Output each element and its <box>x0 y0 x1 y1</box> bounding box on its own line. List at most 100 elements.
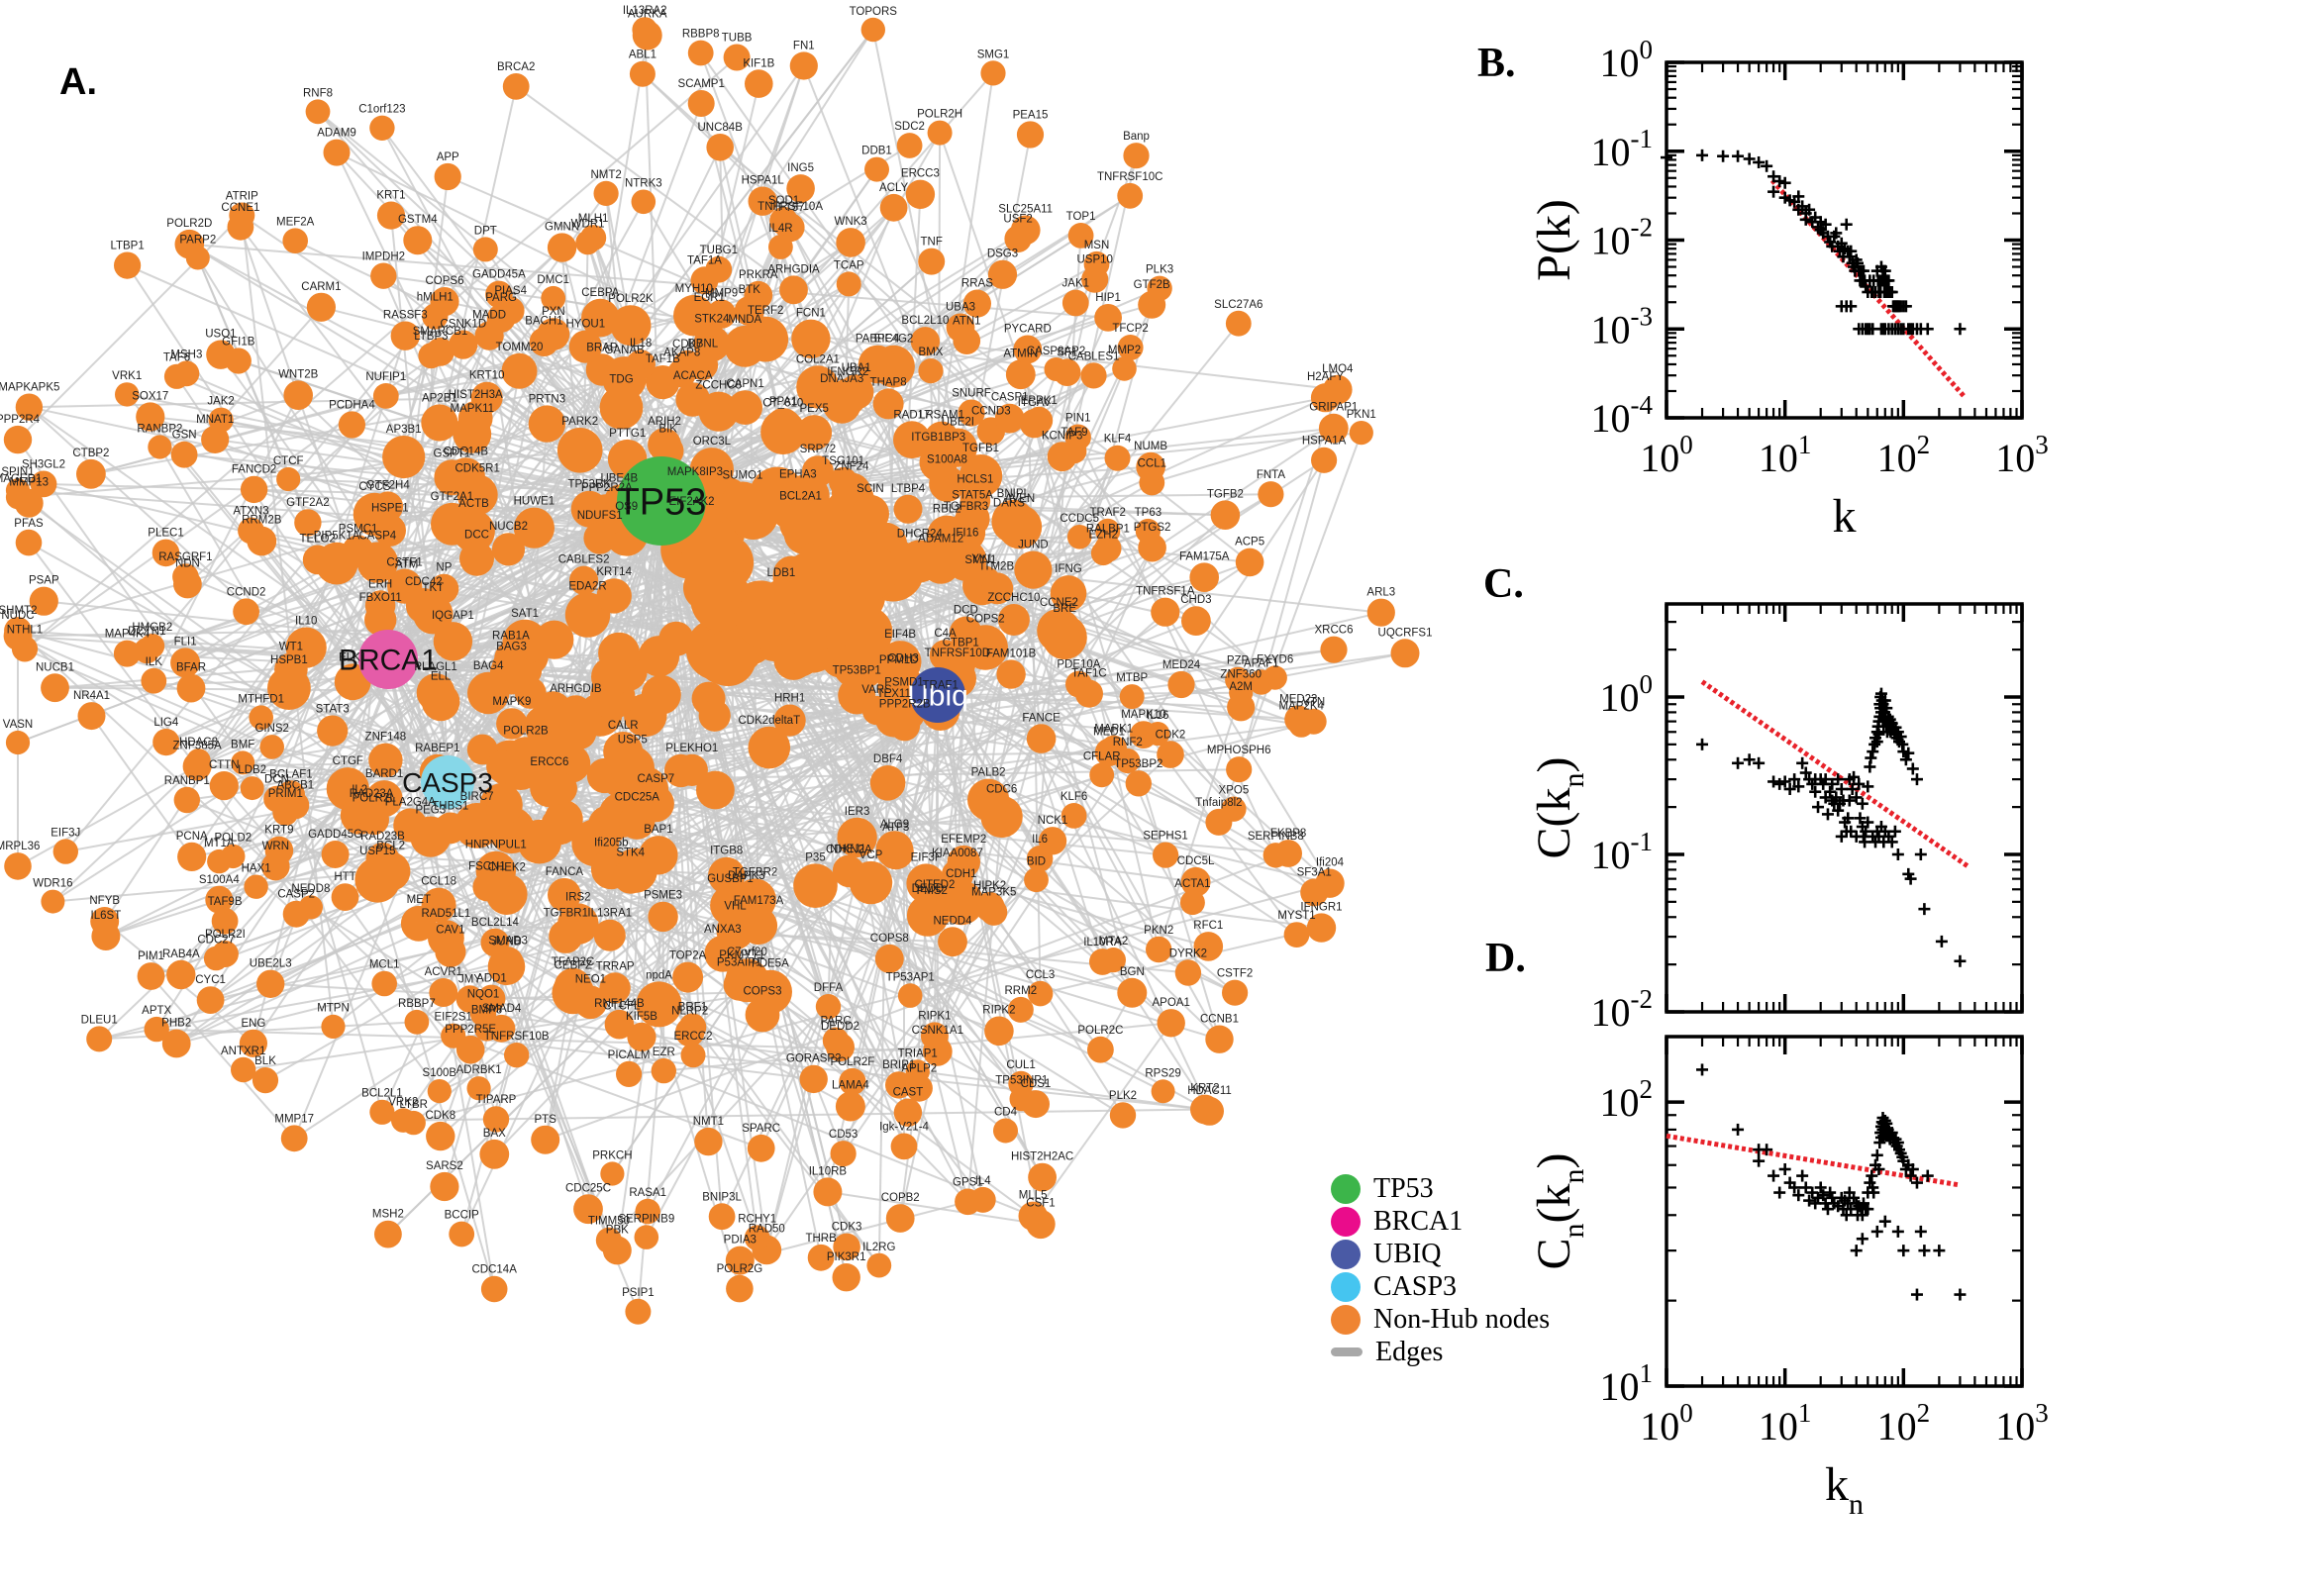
non-hub-node <box>872 388 904 420</box>
node-label: HCLS1 <box>957 474 993 486</box>
legend-item-tp53: TP53 <box>1331 1172 1550 1205</box>
node-label: CDK2deltaT <box>738 715 800 727</box>
non-hub-node <box>613 858 649 894</box>
network-graph: TP53 BRCA1 CASP3 Ubiq PRIM1 NHEJ1 CSTF1 CSTF2 KL… <box>0 5 1432 1325</box>
chart-C-frame <box>1665 602 2024 1014</box>
non-hub-node <box>801 455 834 488</box>
node-label: TGFB2 <box>1207 488 1244 500</box>
node-label: ZNF24 <box>834 461 869 473</box>
node-label: APLP2 <box>901 1063 937 1075</box>
node-label: PDE5A <box>752 958 789 970</box>
node-label: BAG3 <box>496 642 527 653</box>
hub-node-casp3 <box>421 755 474 809</box>
node-label: GADD45G <box>308 829 362 841</box>
node-label: BMP3 <box>471 1005 502 1017</box>
non-hub-node <box>596 578 632 614</box>
non-hub-node <box>480 928 510 957</box>
node-label: BRCA2 <box>497 61 535 73</box>
non-hub-node <box>1014 550 1053 589</box>
node-label: PSMD1 <box>884 677 924 689</box>
node-swatch-icon <box>1331 1304 1361 1335</box>
non-hub-node <box>815 994 842 1020</box>
non-hub-node <box>530 767 569 808</box>
node-label: PPP2R2A <box>581 482 633 494</box>
chart-D-points <box>1696 1063 1967 1301</box>
node-label: UBE2I <box>942 417 974 429</box>
node-label: TP53RK <box>567 479 611 491</box>
node-label: BFAR <box>176 662 206 674</box>
node-label: CCND2 <box>227 587 266 599</box>
node-label: DSG3 <box>987 249 1018 260</box>
non-hub-node <box>1112 356 1137 381</box>
non-hub-node <box>768 235 793 259</box>
non-hub-node <box>1094 535 1122 562</box>
node-label: CD4 <box>994 1106 1018 1118</box>
non-hub-node <box>1306 913 1337 943</box>
node-label: XPO5 <box>1219 784 1250 796</box>
non-hub-node <box>400 905 437 942</box>
chart-B-ytick: 100 <box>1600 35 1654 85</box>
chart-C-fit-line <box>1700 679 1970 869</box>
non-hub-node <box>1104 445 1131 471</box>
non-hub-node <box>1047 442 1077 472</box>
node-label: npdA <box>646 969 672 981</box>
non-hub-node <box>77 702 106 731</box>
node-label: ATF3 <box>882 822 909 834</box>
non-hub-node <box>547 233 577 262</box>
node-label: TOP1 <box>1066 211 1096 223</box>
node-label: SCIN <box>857 483 883 495</box>
node-label: LIG4 <box>153 717 179 729</box>
node-label: MAPK11 <box>451 403 495 415</box>
node-label: SHMT2 <box>0 605 37 617</box>
non-hub-node <box>890 1133 918 1160</box>
non-hub-node <box>602 356 647 401</box>
node-label: USP5 <box>618 735 648 747</box>
node-label: GSN <box>172 430 197 442</box>
node-label: PRKRA <box>739 269 778 281</box>
non-hub-node <box>1310 383 1341 413</box>
node-label: TNFRSF10A <box>758 201 823 213</box>
non-hub-node <box>305 99 331 125</box>
node-label: VASN <box>3 719 33 731</box>
non-hub-node <box>786 174 815 203</box>
non-hub-node <box>680 1043 706 1068</box>
non-hub-node <box>282 900 310 928</box>
node-label: C7orf20 <box>727 947 767 958</box>
non-hub-node <box>866 1252 892 1278</box>
node-label: NDUFS1 <box>577 510 623 522</box>
node-label: APTX <box>142 1005 171 1017</box>
non-hub-node <box>779 502 822 546</box>
node-label: BCCIP <box>445 1210 479 1222</box>
non-hub-node <box>687 349 719 381</box>
non-hub-node <box>573 1194 603 1225</box>
node-label: EIF2S1 <box>435 1012 472 1024</box>
node-label: MTPN <box>317 1003 350 1015</box>
non-hub-node <box>947 845 980 879</box>
node-label: RRM2 <box>1005 985 1038 997</box>
node-label: MAPK8IP3 <box>667 466 723 478</box>
node-label: ARHGDIB <box>550 683 602 695</box>
node-label: EIF2AK2 <box>668 496 714 508</box>
node-label: PSAP <box>29 575 59 587</box>
non-hub-node <box>1167 670 1195 699</box>
node-label: IL2 <box>352 784 367 796</box>
node-label: CDC14A <box>472 1264 518 1276</box>
node-label: S100B <box>423 1067 457 1079</box>
node-label: VTN <box>1302 697 1325 709</box>
non-hub-node <box>1205 1025 1234 1053</box>
node-label: APAF1 <box>1244 657 1279 669</box>
node-label: PIN1 <box>1065 412 1091 424</box>
non-hub-node <box>634 1225 659 1249</box>
non-hub-node <box>1089 762 1115 788</box>
node-label: FSCN1 <box>468 860 506 872</box>
non-hub-node <box>829 595 880 648</box>
node-label: MTA2 <box>1098 936 1128 948</box>
node-label: TP63 <box>1135 507 1162 519</box>
node-label: PICALM <box>608 1049 651 1061</box>
node-label: UBE2L3 <box>250 958 292 970</box>
node-label: CDH3 <box>887 653 918 665</box>
panel-d-label: D. <box>1485 936 1526 981</box>
node-label: CHEK2 <box>488 861 526 873</box>
non-hub-node <box>1081 265 1109 293</box>
non-hub-node <box>920 1022 949 1050</box>
